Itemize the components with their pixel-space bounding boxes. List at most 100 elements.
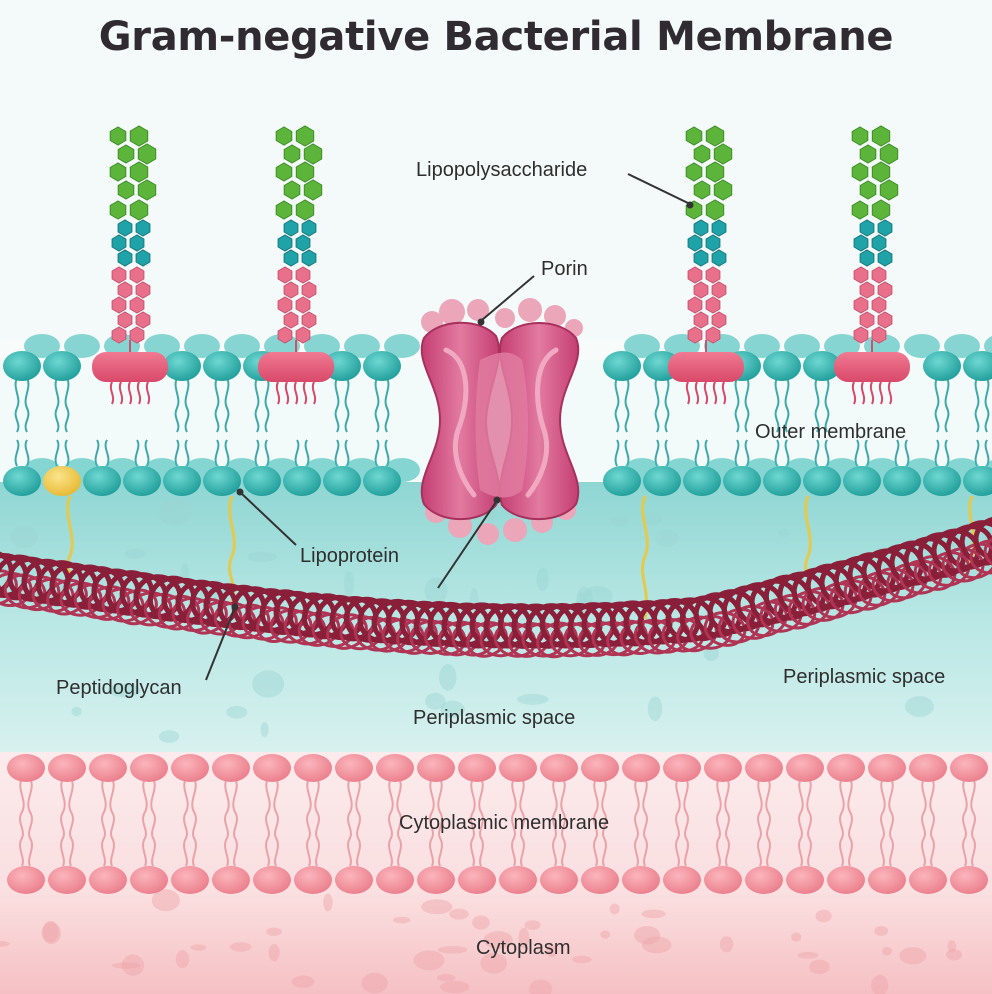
lps-sugar-green	[871, 125, 891, 147]
lps-sugar-pink	[705, 296, 721, 314]
outer-lipid-tail	[744, 377, 750, 433]
lps-sugar-green	[275, 126, 293, 146]
outer-lipid-head	[883, 466, 921, 496]
cytoplasm-particle	[41, 922, 61, 945]
peptidoglycan-loop	[816, 582, 858, 619]
cytoplasm-background	[0, 882, 992, 994]
lps-lipid-a-core	[258, 352, 334, 382]
lps-fatty-tail	[293, 381, 299, 405]
diagram-title: Gram-negative Bacterial Membrane	[98, 14, 894, 60]
lps-sugar-green	[705, 125, 725, 147]
inner-lipid-tail	[355, 777, 361, 867]
lps-sugar-pink	[277, 296, 293, 314]
inner-lipid-tail	[314, 777, 320, 867]
cytoplasm-particle	[151, 889, 180, 912]
lps-sugar-pink	[877, 311, 893, 329]
lps-sugar-green	[295, 161, 315, 183]
inner-lipid-tail	[765, 777, 771, 867]
inner-lipid-tail	[888, 777, 894, 867]
peptidoglycan-loop	[609, 600, 659, 647]
leader-dot-lipopolysaccharide	[686, 201, 694, 209]
cytoplasm-particle	[518, 927, 530, 949]
lps-sugar-pink	[301, 281, 317, 299]
lps-fatty-tail	[127, 381, 133, 405]
periplasm-particle	[343, 570, 354, 598]
inner-lipid-tail	[191, 777, 197, 867]
lps-sugar-pink	[283, 281, 299, 299]
lps-fatty-tail	[851, 381, 857, 405]
lipoprotein-linker	[640, 495, 649, 620]
inner-lipid-head	[827, 866, 865, 894]
lps-sugar-green	[109, 126, 127, 146]
label-outer-membrane: Outer membrane	[755, 421, 907, 443]
inner-lipid-head	[868, 754, 906, 782]
lps-sugar-teal	[301, 249, 317, 267]
inner-lipid-head	[745, 866, 783, 894]
inner-lipid-head	[294, 866, 332, 894]
lps-molecule	[668, 125, 744, 405]
cytoplasm-particle	[449, 908, 469, 920]
outer-lipid-tail	[264, 377, 270, 433]
lps-sugar-pink	[853, 326, 869, 344]
periplasm-particle	[162, 504, 173, 514]
outer-lipid-back-head	[984, 336, 992, 356]
lipopolysaccharide-molecules	[92, 125, 910, 405]
lps-sugar-pink	[871, 326, 887, 344]
outer-lipid-tail	[614, 439, 620, 467]
peptidoglycan-loop	[186, 597, 228, 635]
inner-lipid-head	[704, 866, 742, 894]
outer-lipid-tail	[654, 377, 660, 433]
peptidoglycan-loop	[805, 563, 855, 610]
inner-lipid-head	[48, 754, 86, 782]
outer-lipid-back-head	[224, 334, 260, 358]
cytoplasm-particle	[571, 955, 592, 964]
inner-lipid-tail	[962, 777, 968, 867]
peptidoglycan-loop	[787, 590, 831, 626]
inner-lipid-head	[458, 866, 496, 894]
outer-lipid-tail	[344, 377, 350, 433]
lps-sugar-pink	[283, 311, 299, 329]
lps-fatty-tail	[860, 381, 866, 405]
cytoplasm-particle	[524, 920, 541, 930]
lps-sugar-pink	[705, 266, 721, 284]
lps-fatty-tail	[887, 381, 893, 405]
inner-lipid-head	[7, 754, 45, 782]
lps-sugar-green	[295, 125, 315, 147]
periplasm-particle	[641, 512, 664, 525]
periplasm-particle	[107, 683, 141, 698]
outer-lipid-back-head	[744, 334, 780, 358]
outer-lipid-head	[3, 466, 41, 496]
lps-sugar-green	[303, 179, 323, 201]
inner-lipid-tail	[806, 777, 812, 867]
inner-lipid-head	[622, 866, 660, 894]
extracellular-background	[0, 0, 992, 340]
peptidoglycan-loop	[256, 606, 298, 643]
outer-lipid-back-head	[904, 334, 940, 358]
outer-lipid-head	[283, 466, 321, 496]
inner-lipid-head	[417, 866, 455, 894]
inner-lipid-tail	[683, 777, 689, 867]
inner-lipid-tail	[757, 777, 763, 867]
outer-lipid-tail	[14, 377, 20, 433]
cytoplasm-particle	[797, 951, 819, 959]
peptidoglycan-loop	[507, 622, 551, 658]
lps-sugar-green	[871, 199, 891, 221]
inner-lipid-head	[786, 754, 824, 782]
peptidoglycan-loop	[886, 562, 928, 600]
lps-sugar-teal	[117, 219, 133, 237]
outer-lipid-tail	[944, 377, 950, 433]
lps-sugar-pink	[117, 311, 133, 329]
lps-sugar-pink	[111, 326, 127, 344]
lps-sugar-pink	[277, 266, 293, 284]
inner-lipid-tail	[970, 777, 976, 867]
inner-lipid-tail	[232, 777, 238, 867]
cytoplasm-particle	[871, 974, 889, 994]
lps-sugar-teal	[693, 219, 709, 237]
inner-lipid-head	[130, 866, 168, 894]
inner-lipid-head	[171, 866, 209, 894]
periplasm-particle	[247, 551, 277, 563]
outer-lipid-tail	[734, 377, 740, 433]
lps-sugar-green	[713, 179, 733, 201]
outer-lipid-head	[723, 466, 761, 496]
